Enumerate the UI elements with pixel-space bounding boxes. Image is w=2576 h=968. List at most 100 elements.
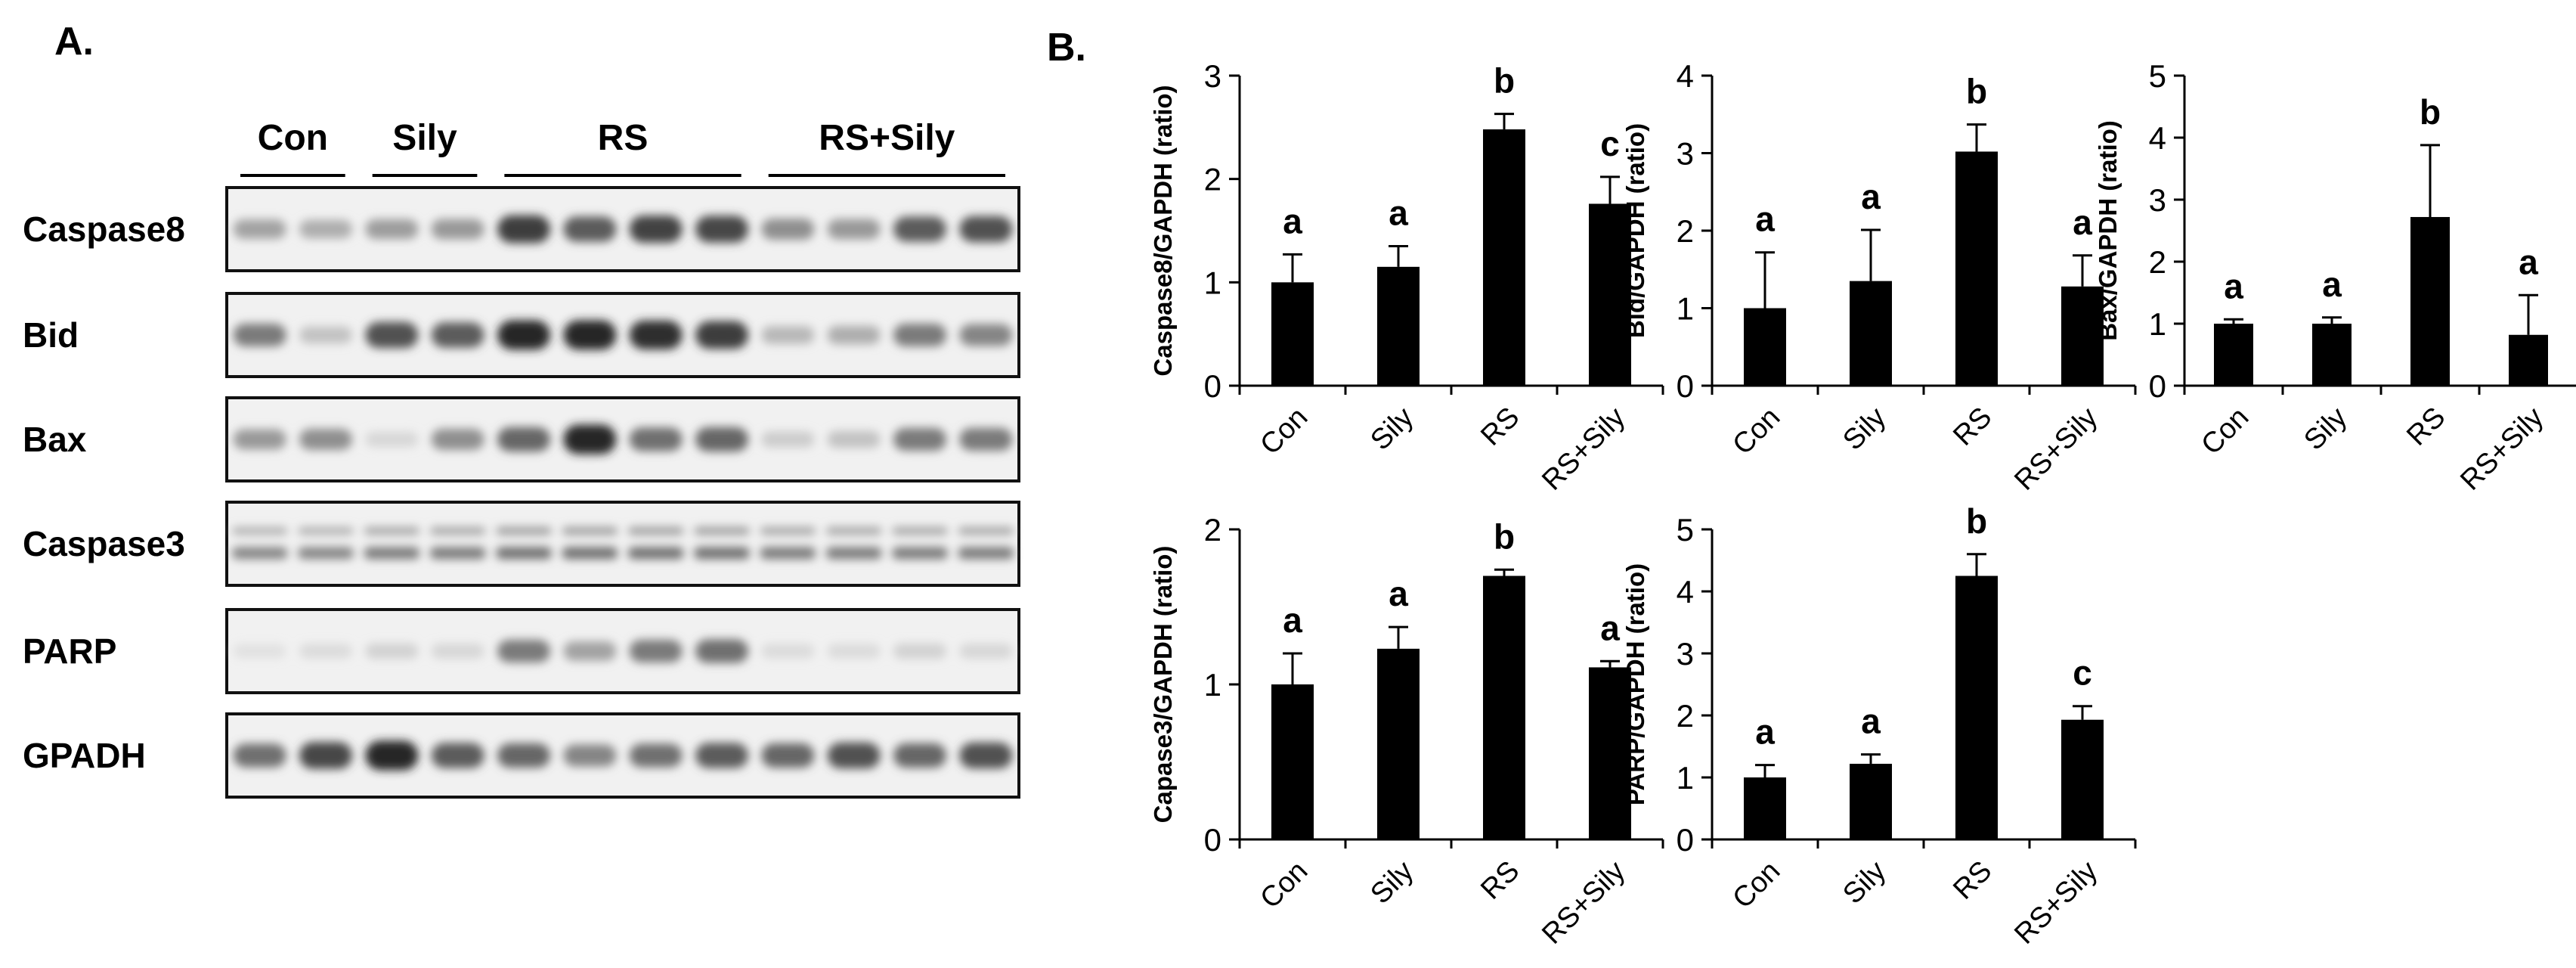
y-tick-label: 1 <box>1677 291 1694 327</box>
protein-label: PARP <box>23 631 116 671</box>
blot-band <box>629 743 683 768</box>
blot-band <box>695 216 748 243</box>
bar <box>2312 324 2352 386</box>
blot-band <box>563 641 617 661</box>
blot-band <box>760 547 816 560</box>
significance-letter: a <box>1600 608 1620 647</box>
category-label: Sily <box>1364 402 1420 457</box>
blot-band <box>563 744 617 767</box>
blot-band <box>365 643 419 659</box>
significance-letter: a <box>1861 702 1881 741</box>
blot-band <box>563 216 617 242</box>
blot-band <box>233 219 286 239</box>
panel-b-letter: B. <box>1047 26 1086 70</box>
blot-band <box>892 527 948 535</box>
blot-band <box>299 742 352 769</box>
blot-band <box>431 322 485 348</box>
blot-band <box>958 547 1014 560</box>
protein-label: Bid <box>23 315 79 355</box>
blot-band <box>431 219 485 240</box>
y-tick-label: 2 <box>2149 244 2166 280</box>
significance-letter: c <box>2073 653 2092 693</box>
blot-band <box>496 547 552 560</box>
blot-bands <box>233 740 1013 771</box>
blot-box <box>225 396 1020 482</box>
bar <box>1850 763 1892 839</box>
y-tick-label: 0 <box>1677 822 1694 858</box>
significance-letter: c <box>1600 124 1620 163</box>
category-label: RS <box>2401 402 2451 452</box>
category-label: RS <box>1947 402 1998 452</box>
y-tick-label: 3 <box>1204 58 1221 94</box>
protein-label: Caspase8 <box>23 209 185 249</box>
blot-band <box>761 219 815 240</box>
bar <box>1271 282 1314 386</box>
blot-band <box>958 527 1014 535</box>
significance-letter: a <box>1283 201 1302 240</box>
significance-letter: b <box>1494 517 1515 556</box>
y-tick-label: 0 <box>1204 822 1221 858</box>
blot-band <box>231 547 288 560</box>
y-tick-label: 2 <box>1204 162 1221 197</box>
y-tick-label: 1 <box>1677 760 1694 796</box>
y-tick-label: 3 <box>1677 136 1694 172</box>
significance-letter: a <box>2224 266 2243 306</box>
significance-letter: a <box>1389 574 1408 613</box>
blot-band <box>233 644 286 659</box>
blot-band <box>694 547 750 560</box>
bar <box>2410 216 2450 386</box>
significance-letter: a <box>1389 194 1408 233</box>
significance-letter: a <box>2519 242 2538 281</box>
blot-band <box>695 639 748 663</box>
blot-band <box>892 547 948 560</box>
blot-box <box>225 501 1020 587</box>
blot-box <box>225 712 1020 799</box>
blot-band <box>959 643 1013 659</box>
blot-band <box>431 743 485 768</box>
y-tick-label: 3 <box>2149 182 2166 218</box>
y-axis-label: Bid/GAPDH (ratio) <box>1621 123 1649 338</box>
blot-band <box>695 427 748 452</box>
western-blot-panel: Con Sily RS RS+Sily Caspase8 Bid Bax Caspase3 PA… <box>23 118 1020 799</box>
blot-band <box>365 431 419 448</box>
y-tick-label: 4 <box>1677 574 1694 610</box>
blot-band <box>431 429 485 450</box>
y-axis-label: Capase3/GAPDH (ratio) <box>1149 546 1177 824</box>
y-tick-label: 1 <box>1204 667 1221 703</box>
category-label: Con <box>1254 402 1314 461</box>
blot-box <box>225 292 1020 378</box>
blot-band <box>497 320 550 350</box>
bar <box>2061 286 2104 386</box>
significance-letter: a <box>2073 203 2092 242</box>
blot-band <box>827 219 881 240</box>
blot-band <box>429 547 486 560</box>
protein-label: Bax <box>23 420 87 459</box>
blot-band <box>629 215 683 244</box>
category-label: RS+Sily <box>1536 402 1631 497</box>
blot-band <box>562 527 618 535</box>
blot-band <box>627 527 684 535</box>
bar <box>1377 266 1420 386</box>
category-label: RS+Sily <box>2454 402 2550 497</box>
y-tick-label: 2 <box>1677 213 1694 249</box>
blot-band <box>760 527 816 535</box>
blot-band <box>959 742 1013 769</box>
bar-chart: 0 1 2 3 4 5 a Con a Sily b RS a RS+Sily Bax/GAPDH (rat… <box>2094 58 2576 497</box>
group-label: Con <box>258 118 328 158</box>
blot-band <box>497 427 550 452</box>
blot-band <box>497 215 550 244</box>
blot-band <box>299 326 352 344</box>
bar-chart: 0 1 2 3 a Con a Sily b RS c RS+Sily Caspase8/GAPDH (… <box>1149 58 1664 497</box>
bar <box>1589 667 1631 839</box>
blot-band <box>429 527 486 535</box>
y-tick-label: 5 <box>1677 512 1694 548</box>
bar <box>1955 576 1998 839</box>
blot-band <box>563 320 617 350</box>
blot-bands <box>233 639 1013 663</box>
blot-band <box>827 430 881 448</box>
y-tick-label: 3 <box>1677 636 1694 672</box>
blot-band <box>299 219 352 239</box>
blot-band <box>893 743 946 768</box>
y-tick-label: 4 <box>2149 120 2166 156</box>
category-label: RS+Sily <box>2008 402 2104 497</box>
